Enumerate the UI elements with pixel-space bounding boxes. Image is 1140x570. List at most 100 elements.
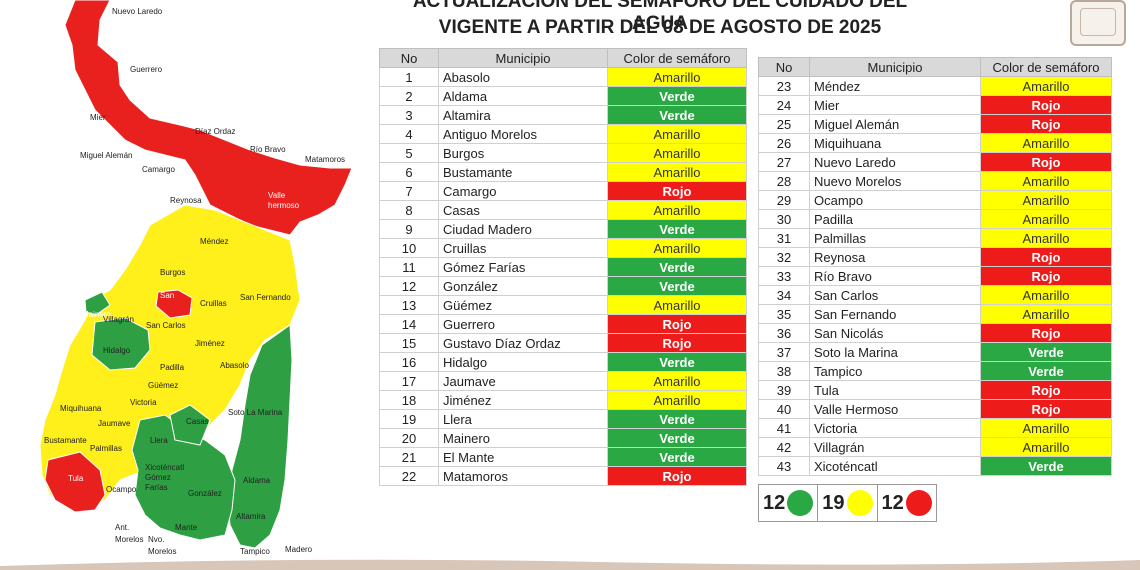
table-row: 5 Burgos Amarillo	[379, 143, 747, 163]
row-municipio: Llera	[438, 409, 608, 429]
row-number: 23	[758, 76, 810, 96]
row-color-status: Amarillo	[607, 143, 747, 163]
row-color-status: Verde	[607, 447, 747, 467]
map-label-mante: Mante	[175, 523, 198, 532]
map-label-bustamante: Bustamante	[44, 436, 87, 445]
row-number: 40	[758, 399, 810, 419]
row-municipio: Méndez	[809, 76, 981, 96]
row-color-status: Amarillo	[607, 295, 747, 315]
table-row: 30 Padilla Amarillo	[758, 209, 1112, 229]
map-label-hermoso: hermoso	[268, 201, 300, 210]
row-color-status: Rojo	[607, 333, 747, 353]
row-color-status: Amarillo	[607, 238, 747, 258]
table-row: 20 Mainero Verde	[379, 428, 747, 448]
row-number: 17	[379, 371, 439, 391]
row-number: 15	[379, 333, 439, 353]
row-number: 12	[379, 276, 439, 296]
row-municipio: Hidalgo	[438, 352, 608, 372]
table-row: 21 El Mante Verde	[379, 447, 747, 467]
row-number: 21	[379, 447, 439, 467]
decorative-swoosh	[0, 559, 1140, 570]
row-municipio: Xicoténcatl	[809, 456, 981, 476]
table-row: 39 Tula Rojo	[758, 380, 1112, 400]
row-color-status: Verde	[607, 352, 747, 372]
row-color-status: Verde	[980, 342, 1112, 362]
legend-rojo-count: 12	[881, 491, 904, 514]
map-label-jaumave: Jaumave	[98, 419, 131, 428]
row-number: 36	[758, 323, 810, 343]
map-label-miquihuana: Miquihuana	[60, 404, 102, 413]
table-right: No Municipio Color de semáforo 23 Méndez A…	[758, 57, 1112, 476]
map-label-mendez: Méndez	[200, 237, 228, 246]
row-municipio: Valle Hermoso	[809, 399, 981, 419]
map-label-padilla: Padilla	[160, 363, 185, 372]
row-color-status: Amarillo	[980, 418, 1112, 438]
row-municipio: San Carlos	[809, 285, 981, 305]
header-municipio: Municipio	[438, 48, 608, 68]
map-label-llera: Llera	[150, 436, 168, 445]
row-municipio: Gómez Farías	[438, 257, 608, 277]
row-color-status: Amarillo	[980, 209, 1112, 229]
row-number: 1	[379, 67, 439, 87]
row-municipio: Burgos	[438, 143, 608, 163]
map-region-hidalgo	[91, 317, 151, 371]
row-number: 34	[758, 285, 810, 305]
table-row: 11 Gómez Farías Verde	[379, 257, 747, 277]
row-number: 43	[758, 456, 810, 476]
row-municipio: Palmillas	[809, 228, 981, 248]
map-label-guemez: Güémez	[148, 381, 178, 390]
map-region-yellow	[39, 204, 301, 511]
title-line-1: ACTUALIZACIÓN DEL SEMÁFORO DEL CUIDADO D…	[412, 0, 908, 34]
table-row: 6 Bustamante Amarillo	[379, 162, 747, 182]
row-color-status: Amarillo	[607, 124, 747, 144]
table-row: 15 Gustavo Díaz Ordaz Rojo	[379, 333, 747, 353]
map-label-valle: Valle	[268, 191, 286, 200]
row-number: 20	[379, 428, 439, 448]
map-label-matamoros: Matamoros	[305, 155, 345, 164]
map-label-tula: Tula	[68, 474, 84, 483]
row-municipio: Camargo	[438, 181, 608, 201]
color-legend: 12 19 12	[758, 484, 937, 522]
row-municipio: Victoria	[809, 418, 981, 438]
row-number: 24	[758, 95, 810, 115]
row-municipio: Antiguo Morelos	[438, 124, 608, 144]
row-color-status: Verde	[980, 361, 1112, 381]
row-number: 37	[758, 342, 810, 362]
row-municipio: González	[438, 276, 608, 296]
row-number: 7	[379, 181, 439, 201]
row-color-status: Amarillo	[607, 371, 747, 391]
row-color-status: Amarillo	[607, 67, 747, 87]
row-color-status: Amarillo	[607, 390, 747, 410]
map-label-mainero: Mainero	[82, 310, 111, 319]
map-label-gonzalez: González	[188, 489, 222, 498]
row-municipio: El Mante	[438, 447, 608, 467]
row-municipio: San Fernando	[809, 304, 981, 324]
row-municipio: Nuevo Laredo	[809, 152, 981, 172]
table-row: 41 Victoria Amarillo	[758, 418, 1112, 438]
row-color-status: Rojo	[980, 399, 1112, 419]
table-row: 34 San Carlos Amarillo	[758, 285, 1112, 305]
table-row: 37 Soto la Marina Verde	[758, 342, 1112, 362]
row-municipio: Jaumave	[438, 371, 608, 391]
legend-amarillo-count: 19	[822, 491, 845, 514]
row-municipio: Mainero	[438, 428, 608, 448]
header-color: Color de semáforo	[607, 48, 747, 68]
table-row: 27 Nuevo Laredo Rojo	[758, 152, 1112, 172]
row-municipio: Río Bravo	[809, 266, 981, 286]
table-row: 17 Jaumave Amarillo	[379, 371, 747, 391]
row-number: 11	[379, 257, 439, 277]
row-number: 26	[758, 133, 810, 153]
row-number: 14	[379, 314, 439, 334]
row-number: 5	[379, 143, 439, 163]
row-municipio: Tula	[809, 380, 981, 400]
row-color-status: Rojo	[980, 114, 1112, 134]
map-label-ocampo: Ocampo	[106, 485, 137, 494]
row-color-status: Verde	[607, 276, 747, 296]
map-label-san-carlos: San Carlos	[146, 321, 186, 330]
row-color-status: Verde	[607, 257, 747, 277]
row-color-status: Rojo	[980, 152, 1112, 172]
row-municipio: Abasolo	[438, 67, 608, 87]
table-row: 7 Camargo Rojo	[379, 181, 747, 201]
table-row: 2 Aldama Verde	[379, 86, 747, 106]
green-dot-icon	[787, 490, 814, 516]
